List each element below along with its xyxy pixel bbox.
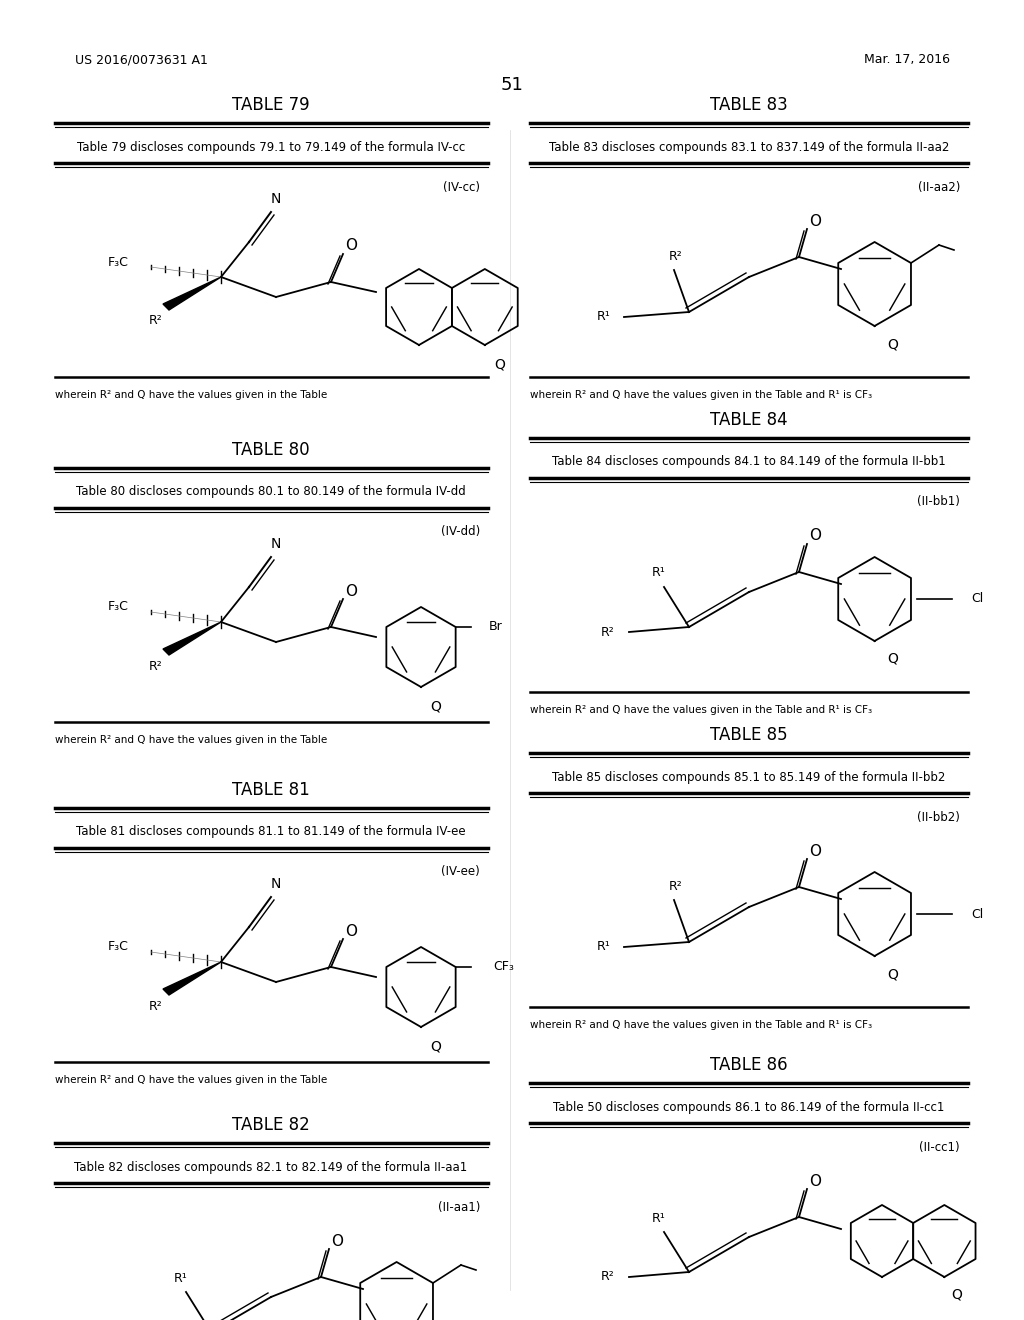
Text: (IV-dd): (IV-dd) (440, 525, 480, 539)
Text: Q: Q (951, 1288, 962, 1302)
Text: (II-bb2): (II-bb2) (918, 810, 961, 824)
Text: wherein R² and Q have the values given in the Table: wherein R² and Q have the values given i… (55, 1074, 328, 1085)
Text: wherein R² and Q have the values given in the Table and R¹ is CF₃: wherein R² and Q have the values given i… (530, 705, 872, 715)
Text: TABLE 84: TABLE 84 (711, 411, 787, 429)
Text: R²: R² (150, 999, 163, 1012)
Text: F₃C: F₃C (109, 601, 129, 614)
Text: N: N (270, 537, 282, 550)
Text: O: O (331, 1233, 343, 1249)
Text: N: N (270, 876, 282, 891)
Polygon shape (163, 962, 221, 995)
Text: Table 83 discloses compounds 83.1 to 837.149 of the formula II-aa2: Table 83 discloses compounds 83.1 to 837… (549, 140, 949, 153)
Text: (II-bb1): (II-bb1) (918, 495, 961, 508)
Text: O: O (345, 924, 357, 939)
Text: Q: Q (887, 652, 898, 667)
Text: R²: R² (601, 626, 615, 639)
Text: TABLE 80: TABLE 80 (232, 441, 310, 459)
Text: TABLE 79: TABLE 79 (232, 96, 310, 114)
Text: R²: R² (150, 314, 163, 327)
Text: R¹: R¹ (652, 566, 666, 579)
Text: wherein R² and Q have the values given in the Table and R¹ is CF₃: wherein R² and Q have the values given i… (530, 389, 872, 400)
Text: Table 80 discloses compounds 80.1 to 80.149 of the formula IV-dd: Table 80 discloses compounds 80.1 to 80.… (76, 486, 466, 499)
Text: Br: Br (489, 620, 503, 634)
Text: O: O (345, 239, 357, 253)
Text: R¹: R¹ (596, 310, 610, 323)
Polygon shape (163, 277, 221, 310)
Text: TABLE 83: TABLE 83 (710, 96, 787, 114)
Text: R¹: R¹ (596, 940, 610, 953)
Text: Cl: Cl (972, 908, 984, 920)
Text: F₃C: F₃C (109, 256, 129, 268)
Text: R¹: R¹ (174, 1271, 187, 1284)
Text: CF₃: CF₃ (493, 961, 514, 974)
Text: O: O (345, 583, 357, 598)
Text: (II-cc1): (II-cc1) (920, 1140, 961, 1154)
Text: R¹: R¹ (652, 1212, 666, 1225)
Text: Table 85 discloses compounds 85.1 to 85.149 of the formula II-bb2: Table 85 discloses compounds 85.1 to 85.… (552, 771, 946, 784)
Text: R²: R² (601, 1270, 615, 1283)
Text: O: O (809, 214, 821, 228)
Text: N: N (270, 191, 282, 206)
Text: R²: R² (669, 879, 683, 892)
Text: Table 84 discloses compounds 84.1 to 84.149 of the formula II-bb1: Table 84 discloses compounds 84.1 to 84.… (552, 455, 946, 469)
Text: (II-aa2): (II-aa2) (918, 181, 961, 194)
Text: R²: R² (669, 249, 683, 263)
Text: Mar. 17, 2016: Mar. 17, 2016 (864, 54, 950, 66)
Text: TABLE 86: TABLE 86 (711, 1056, 787, 1074)
Text: Cl: Cl (972, 593, 984, 606)
Text: (II-aa1): (II-aa1) (437, 1200, 480, 1213)
Polygon shape (163, 622, 221, 655)
Text: Q: Q (495, 358, 505, 372)
Text: Q: Q (887, 337, 898, 351)
Text: Table 50 discloses compounds 86.1 to 86.149 of the formula II-cc1: Table 50 discloses compounds 86.1 to 86.… (553, 1101, 945, 1114)
Text: Table 82 discloses compounds 82.1 to 82.149 of the formula II-aa1: Table 82 discloses compounds 82.1 to 82.… (75, 1160, 468, 1173)
Text: TABLE 85: TABLE 85 (711, 726, 787, 744)
Text: O: O (809, 528, 821, 544)
Text: F₃C: F₃C (109, 940, 129, 953)
Text: (IV-ee): (IV-ee) (441, 866, 480, 879)
Text: wherein R² and Q have the values given in the Table: wherein R² and Q have the values given i… (55, 389, 328, 400)
Text: Q: Q (887, 968, 898, 981)
Text: Q: Q (430, 1040, 441, 1053)
Text: Table 81 discloses compounds 81.1 to 81.149 of the formula IV-ee: Table 81 discloses compounds 81.1 to 81.… (76, 825, 466, 838)
Text: O: O (809, 1173, 821, 1188)
Text: Table 79 discloses compounds 79.1 to 79.149 of the formula IV-cc: Table 79 discloses compounds 79.1 to 79.… (77, 140, 465, 153)
Text: wherein R² and Q have the values given in the Table and R¹ is CF₃: wherein R² and Q have the values given i… (530, 1020, 872, 1030)
Text: wherein R² and Q have the values given in the Table: wherein R² and Q have the values given i… (55, 735, 328, 744)
Text: TABLE 81: TABLE 81 (232, 781, 310, 799)
Text: (IV-cc): (IV-cc) (443, 181, 480, 194)
Text: Q: Q (430, 700, 441, 714)
Text: TABLE 82: TABLE 82 (232, 1115, 310, 1134)
Text: US 2016/0073631 A1: US 2016/0073631 A1 (75, 54, 208, 66)
Text: O: O (809, 843, 821, 858)
Text: R²: R² (150, 660, 163, 672)
Text: 51: 51 (501, 77, 523, 94)
